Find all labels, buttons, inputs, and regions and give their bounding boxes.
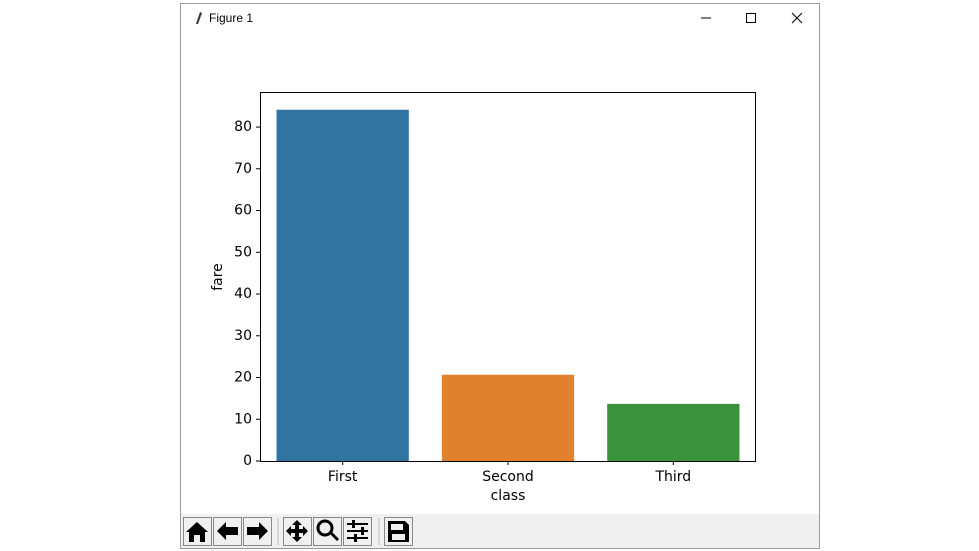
y-tick-label: 70 [234, 161, 252, 177]
y-tick-label: 30 [234, 328, 252, 344]
window-frame [180, 3, 820, 549]
y-tick-label: 60 [234, 203, 252, 219]
y-tick-label: 80 [234, 119, 252, 135]
axes-frame [260, 92, 756, 462]
bar [441, 374, 575, 461]
y-tick-label: 50 [234, 244, 252, 260]
y-tick-label: 40 [234, 286, 252, 302]
toolbar-icons [186, 519, 409, 542]
x-tick-label: Second [482, 469, 534, 485]
y-tick-label: 10 [234, 411, 252, 427]
y-tick-label: 0 [243, 453, 252, 469]
x-axis-label: class [491, 488, 526, 504]
y-axis-label: fare [210, 263, 226, 291]
maximize-button[interactable] [746, 13, 756, 23]
x-tick-label: First [328, 469, 358, 485]
y-tick-label: 20 [234, 370, 252, 386]
close-button[interactable] [791, 12, 803, 24]
bar [607, 403, 740, 461]
window: Figure 1 [180, 3, 820, 549]
app-icon [196, 12, 202, 24]
toolbar [181, 514, 819, 548]
plot: class fare 0 10 20 30 40 50 60 70 80 First Second T… [210, 92, 756, 504]
window-title: Figure 1 [209, 11, 253, 25]
bar [276, 109, 409, 461]
x-tick-label: Third [654, 469, 691, 485]
